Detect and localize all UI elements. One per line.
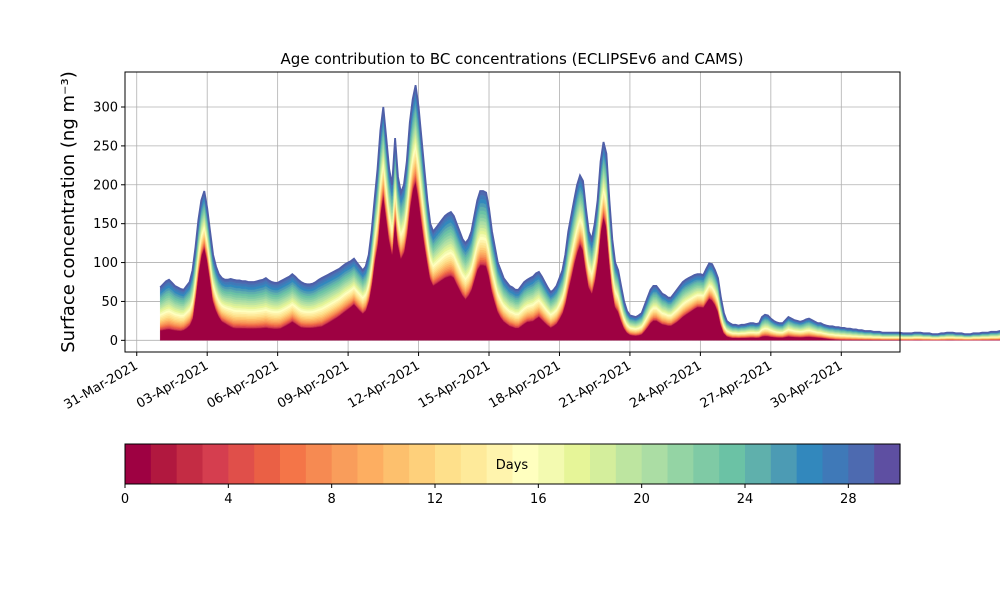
y-tick-label: 200	[93, 178, 118, 193]
y-axis-label: Surface concentration (ng m⁻³)	[58, 71, 79, 353]
x-tick-label: 06-Apr-2021	[205, 358, 282, 411]
colorbar-segment	[564, 444, 591, 484]
colorbar-segment	[202, 444, 229, 484]
colorbar-tick-label: 4	[224, 492, 232, 507]
colorbar-segment	[460, 444, 488, 484]
colorbar-segment	[770, 444, 798, 484]
colorbar-segment	[331, 444, 359, 484]
colorbar-segment	[125, 444, 152, 484]
colorbar-segment	[719, 444, 746, 484]
y-tick-label: 50	[101, 295, 118, 310]
colorbar-tick-label: 0	[121, 492, 129, 507]
colorbar: 0 4 8 12 16 20 24 28	[121, 443, 901, 507]
x-tick-label: 15-Apr-2021	[416, 358, 493, 411]
colorbar-tick-label: 8	[328, 492, 336, 507]
colorbar-segment	[512, 444, 539, 484]
colorbar-tick-label: 16	[530, 492, 547, 507]
colorbar-label: Days	[496, 458, 529, 473]
total-concentration-line	[159, 85, 1000, 335]
y-tick-label: 150	[93, 217, 118, 232]
colorbar-segment	[280, 444, 307, 484]
colorbar-segment	[874, 444, 901, 484]
x-tick-label: 31-Mar-2021	[62, 358, 141, 412]
colorbar-segment	[357, 444, 384, 484]
x-tick-label: 27-Apr-2021	[698, 358, 775, 411]
colorbar-segment	[305, 444, 333, 484]
colorbar-segment	[822, 444, 849, 484]
colorbar-tick-label: 12	[427, 492, 444, 507]
colorbar-segment	[615, 444, 643, 484]
y-tick-label: 100	[93, 256, 118, 271]
colorbar-segment	[435, 444, 462, 484]
colorbar-segment	[150, 444, 178, 484]
x-tick-label: 12-Apr-2021	[345, 358, 422, 411]
colorbar-tick-label: 20	[633, 492, 650, 507]
x-tick-label: 21-Apr-2021	[557, 358, 634, 411]
age-contribution-areas	[159, 85, 1000, 341]
colorbar-frame	[124, 443, 901, 485]
y-tick-label: 0	[110, 334, 118, 349]
plot-frame	[124, 71, 901, 353]
colorbar-segment	[745, 444, 772, 484]
colorbar-tick-label: 28	[840, 492, 857, 507]
colorbar-segment	[254, 444, 281, 484]
x-tick-label: 18-Apr-2021	[486, 358, 563, 411]
chart-title: Age contribution to BC concentrations (E…	[281, 50, 744, 68]
x-tick-label: 24-Apr-2021	[627, 358, 704, 411]
colorbar-segment	[538, 444, 565, 484]
colorbar-tick-label: 24	[737, 492, 754, 507]
y-tick-label: 250	[93, 139, 118, 154]
colorbar-segment	[693, 444, 720, 484]
colorbar-segment	[228, 444, 255, 484]
colorbar-segment	[176, 444, 204, 484]
y-tick-label: 300	[93, 101, 118, 116]
colorbar-segment	[641, 444, 669, 484]
x-tick-label: 09-Apr-2021	[275, 358, 352, 411]
colorbar-segment	[796, 444, 824, 484]
colorbar-segment	[383, 444, 410, 484]
colorbar-segment	[667, 444, 694, 484]
x-tick-label: 30-Apr-2021	[768, 358, 845, 411]
colorbar-segment	[486, 444, 514, 484]
colorbar-segment	[848, 444, 875, 484]
x-tick-label: 03-Apr-2021	[134, 358, 211, 411]
colorbar-segment	[590, 444, 617, 484]
colorbar-segment	[409, 444, 436, 484]
